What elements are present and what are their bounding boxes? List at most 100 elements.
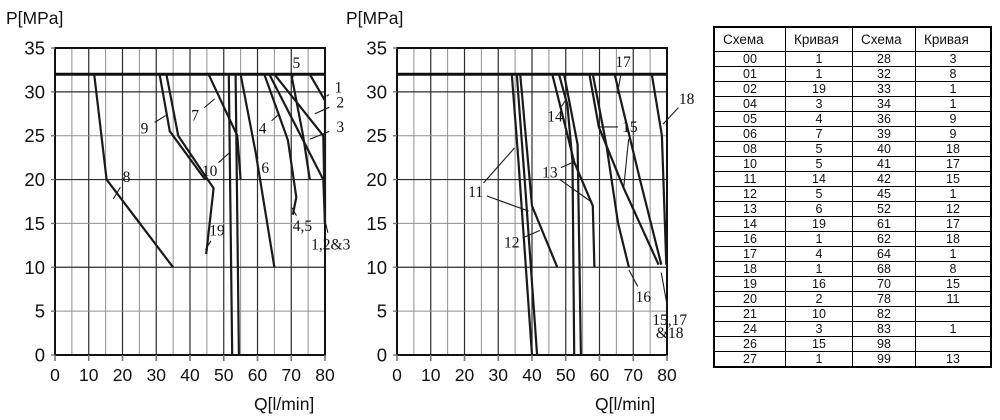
curve-label: 13 bbox=[542, 165, 558, 182]
table-cell: 5 bbox=[785, 141, 853, 157]
curve-10 bbox=[234, 74, 240, 356]
table-cell: 3 bbox=[785, 96, 853, 112]
table-cell: 98 bbox=[852, 336, 916, 352]
curve-14 bbox=[563, 74, 582, 356]
table-row: 17 4 64 1 bbox=[713, 246, 992, 262]
table-cell: 10 bbox=[785, 306, 853, 322]
annotation-leader bbox=[616, 73, 622, 94]
table-cell: 21 bbox=[713, 306, 786, 322]
annotation-leader bbox=[623, 138, 630, 187]
curve-label: 15,17 bbox=[652, 312, 687, 329]
table-cell: 10 bbox=[713, 156, 786, 172]
annotation-leader bbox=[324, 220, 329, 233]
table-cell: 06 bbox=[713, 126, 786, 142]
annotation-leader bbox=[660, 272, 669, 309]
curve-label: 18 bbox=[679, 91, 695, 108]
table-cell: 1 bbox=[785, 51, 853, 67]
annotation-leader bbox=[662, 107, 679, 125]
table-row: 14 19 61 17 bbox=[713, 216, 992, 232]
table-cell: 1 bbox=[915, 81, 992, 97]
curve-label: 4 bbox=[259, 121, 267, 138]
table-cell: 19 bbox=[713, 276, 786, 292]
table-cell: 7 bbox=[785, 126, 853, 142]
y-tick-label: 15 bbox=[366, 213, 387, 234]
table-cell: 20 bbox=[713, 291, 786, 307]
curve-label: 11 bbox=[468, 184, 483, 201]
annotation-leader bbox=[561, 98, 567, 107]
curve-12 bbox=[519, 74, 559, 268]
table-cell: 32 bbox=[852, 66, 916, 82]
middle-chart: 0 10 20 30 40 50 60 70 8035302520151050171814151… bbox=[366, 38, 695, 386]
x-tick-label: 30 bbox=[489, 365, 509, 385]
curve-label: 6 bbox=[261, 160, 269, 177]
table-cell: 8 bbox=[915, 66, 992, 82]
curve-16 bbox=[591, 74, 630, 268]
table-cell: 45 bbox=[852, 186, 916, 202]
y-tick-label: 35 bbox=[24, 38, 45, 59]
table-cell: 18 bbox=[713, 261, 786, 277]
table-cell: 19 bbox=[785, 81, 853, 97]
table-row: 18 1 68 8 bbox=[713, 261, 992, 277]
table-cell: 11 bbox=[915, 291, 992, 307]
curve-8 bbox=[93, 74, 174, 268]
annotation-leader bbox=[291, 207, 297, 216]
x-tick-label: 10 bbox=[421, 365, 441, 385]
table-cell: 05 bbox=[713, 111, 786, 127]
table-row: 21 10 82 bbox=[713, 306, 992, 322]
curve-label: 7 bbox=[191, 108, 199, 125]
x-tick-label: 10 bbox=[79, 365, 99, 385]
table-cell: 01 bbox=[713, 66, 786, 82]
table-cell: 16 bbox=[713, 231, 786, 247]
table-cell bbox=[915, 306, 992, 322]
annotation-leader bbox=[486, 195, 529, 212]
x-tick-label: 20 bbox=[113, 365, 133, 385]
curve-13 bbox=[551, 74, 596, 268]
curve-10 bbox=[227, 74, 234, 356]
table-cell: 1 bbox=[915, 186, 992, 202]
table-row: 05 4 36 9 bbox=[713, 111, 992, 127]
curve-17 bbox=[613, 74, 663, 265]
table-row: 02 19 33 1 bbox=[713, 81, 992, 97]
table-body: 00 1 28 3 01 1 32 8 02 19 33 1 04 3 34 1 05 4 36 9 06 7 39 9 08 5… bbox=[713, 51, 992, 368]
table-cell: 83 bbox=[852, 321, 916, 337]
table-header-cell: Кривая bbox=[915, 26, 992, 52]
x-tick-label: 0 bbox=[392, 365, 402, 385]
table-cell: 9 bbox=[915, 111, 992, 127]
table-cell: 04 bbox=[713, 96, 786, 112]
table-cell: 12 bbox=[915, 201, 992, 217]
table-cell: 1 bbox=[915, 96, 992, 112]
table-cell: 18 bbox=[915, 231, 992, 247]
curve-label: 1 bbox=[335, 79, 343, 96]
table-cell: 3 bbox=[785, 321, 853, 337]
table-cell: 78 bbox=[852, 291, 916, 307]
annotation-leader bbox=[271, 113, 280, 122]
table-row: 13 6 52 12 bbox=[713, 201, 992, 217]
table-cell: 27 bbox=[713, 351, 786, 368]
table-cell: 5 bbox=[785, 186, 853, 202]
curve-14 bbox=[557, 74, 576, 356]
table-row: 00 1 28 3 bbox=[713, 51, 992, 67]
table-cell: 33 bbox=[852, 81, 916, 97]
table-cell: 36 bbox=[852, 111, 916, 127]
table-cell: 17 bbox=[713, 246, 786, 262]
table-cell: 17 bbox=[915, 156, 992, 172]
table-row: 01 1 32 8 bbox=[713, 66, 992, 82]
curve-3 bbox=[268, 73, 327, 224]
x-tick-label: 50 bbox=[214, 365, 234, 385]
table-cell: 40 bbox=[852, 141, 916, 157]
table-row: 12 5 45 1 bbox=[713, 186, 992, 202]
table-cell bbox=[915, 336, 992, 352]
table-cell: 64 bbox=[852, 246, 916, 262]
table-cell: 24 bbox=[713, 321, 786, 337]
table-cell: 18 bbox=[915, 141, 992, 157]
table-cell: 3 bbox=[915, 51, 992, 67]
curve-11 bbox=[515, 74, 539, 356]
y-tick-label: 25 bbox=[366, 125, 387, 146]
curve-label: 14 bbox=[547, 108, 563, 125]
table-cell: 28 bbox=[852, 51, 916, 67]
y-tick-label: 20 bbox=[24, 169, 45, 190]
table-row: 27 1 99 13 bbox=[713, 351, 992, 368]
curve-5 bbox=[290, 74, 311, 180]
x-tick-label: 80 bbox=[315, 365, 335, 385]
curve-label: 16 bbox=[636, 289, 652, 306]
